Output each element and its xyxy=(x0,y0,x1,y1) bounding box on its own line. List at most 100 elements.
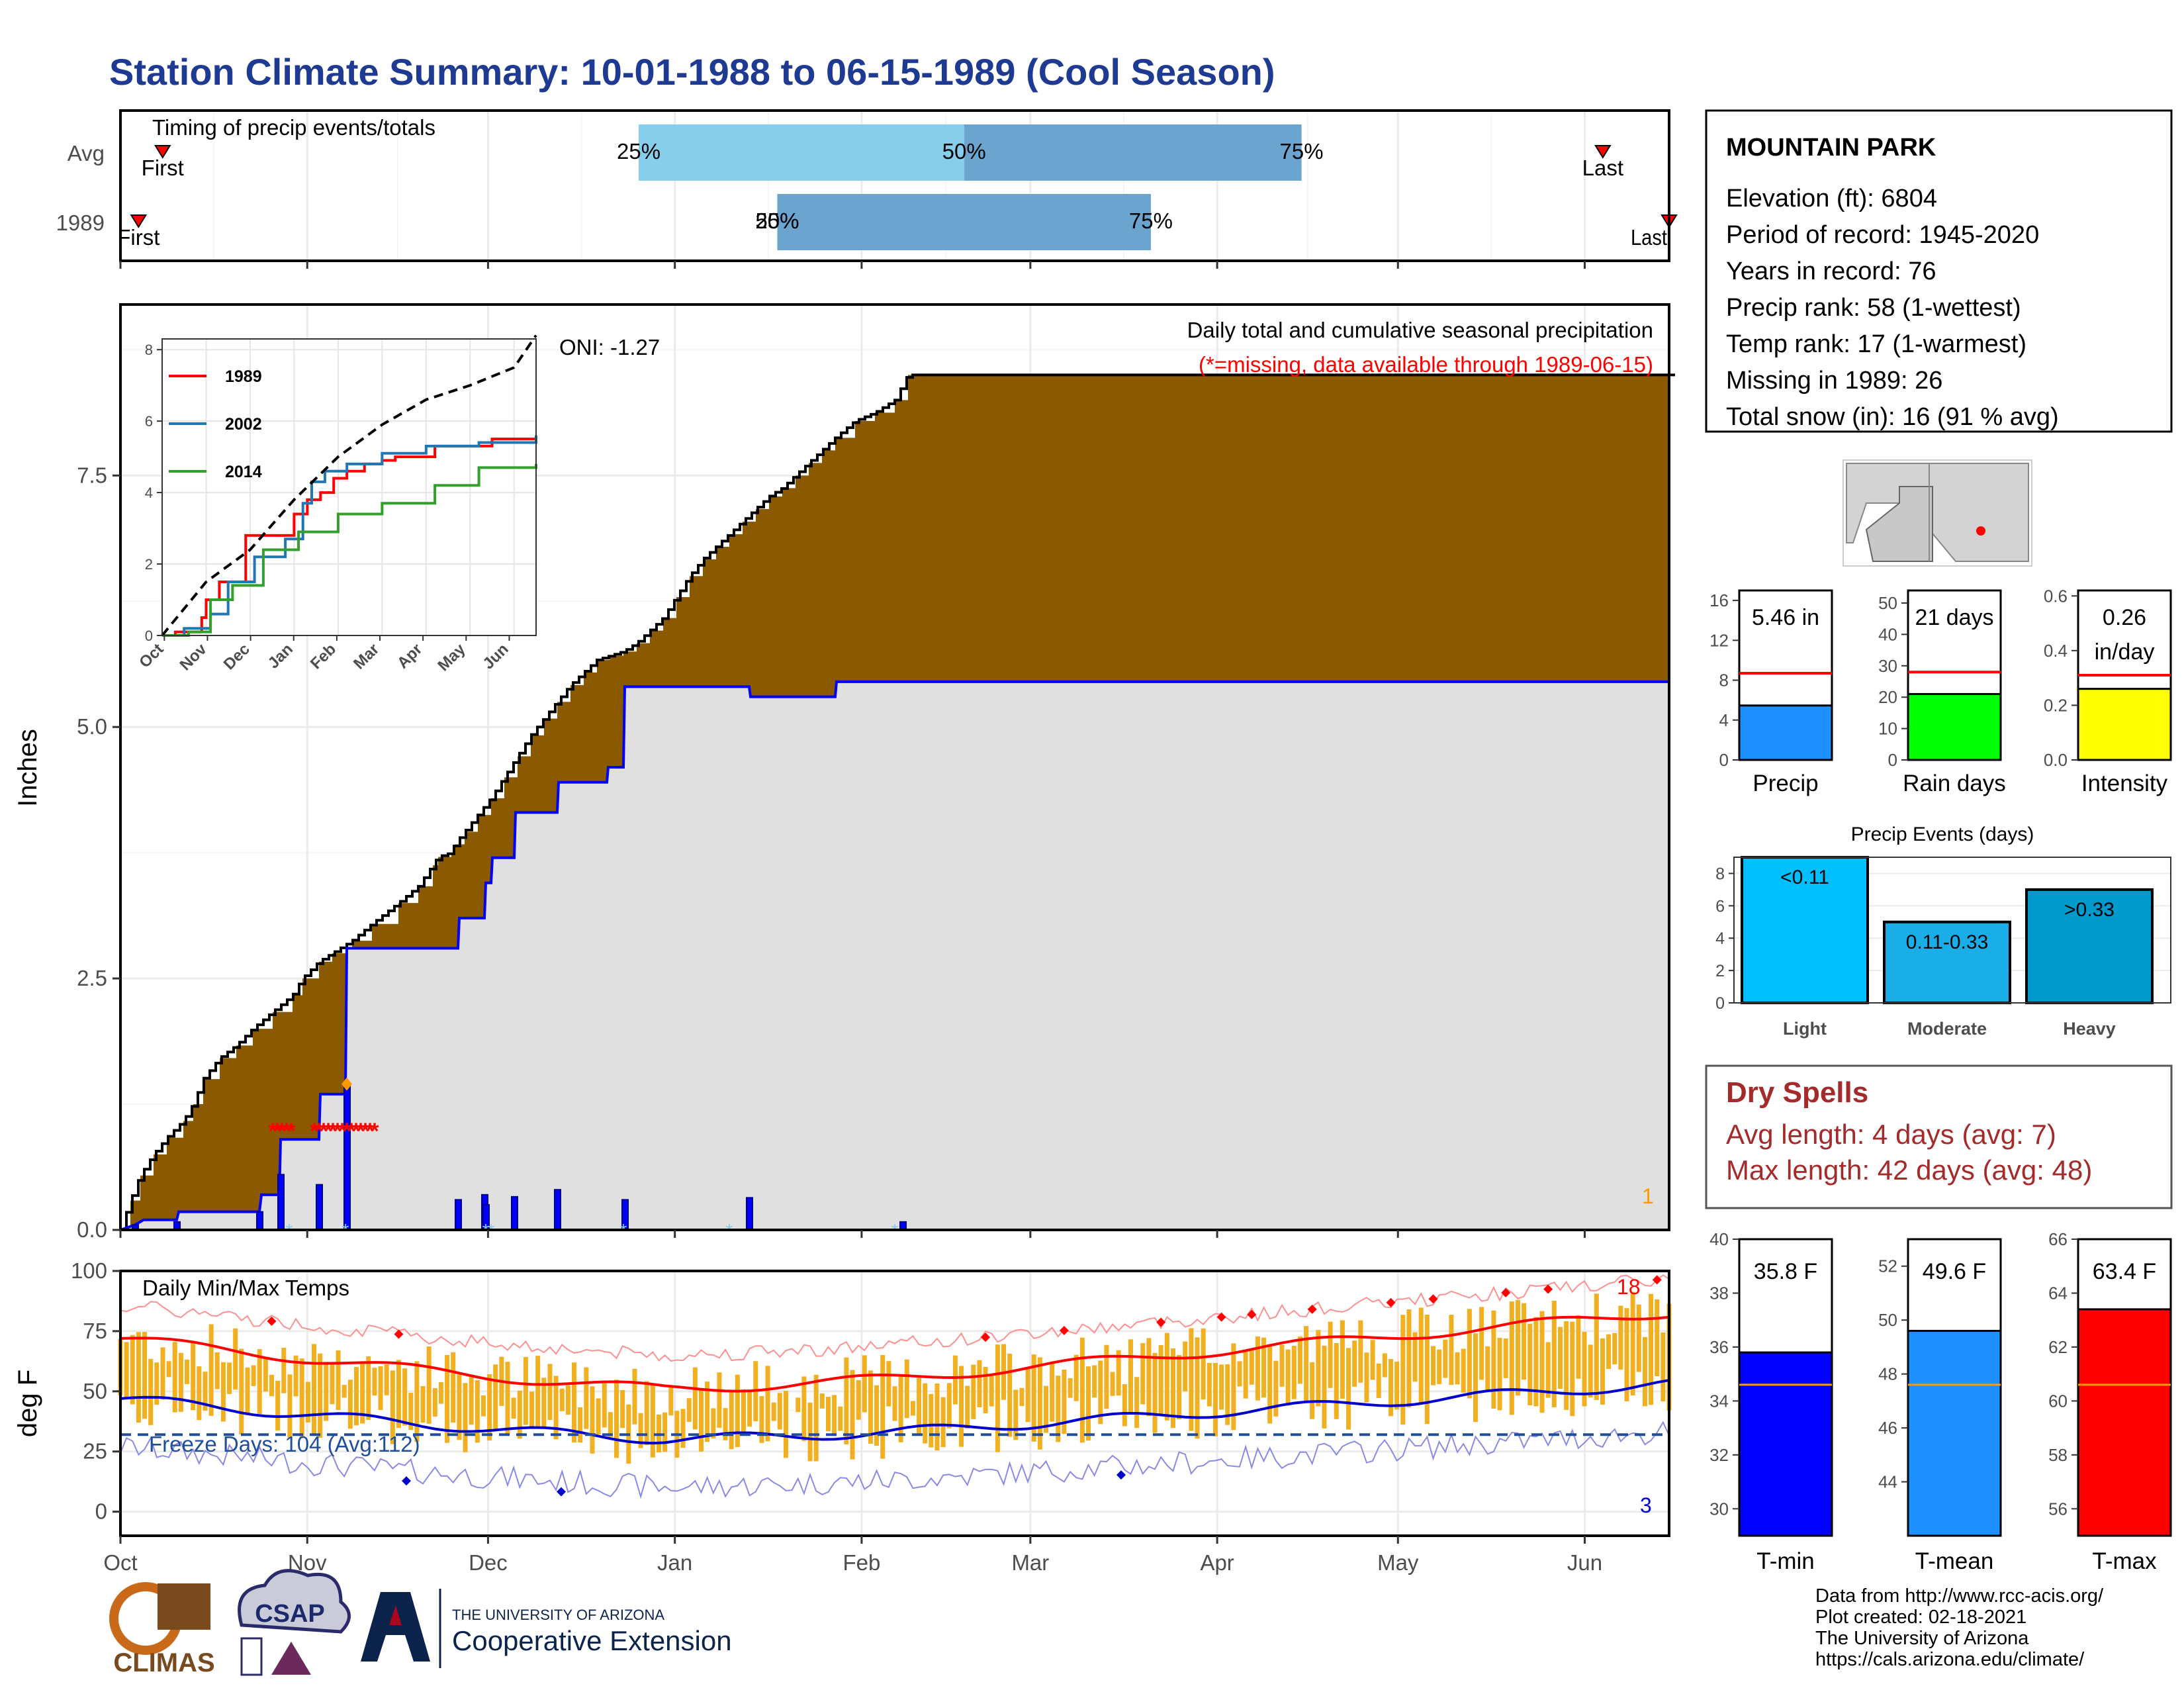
daily-temp-bar xyxy=(729,1392,734,1450)
summary-label: Precip xyxy=(1752,771,1818,796)
precip-y-tick-label: 7.5 xyxy=(77,463,107,487)
inset-background xyxy=(162,339,536,635)
daily-temp-bar xyxy=(1177,1354,1182,1420)
daily-temp-bar xyxy=(408,1393,414,1430)
daily-temp-bar xyxy=(1388,1358,1394,1417)
daily-temp-bar xyxy=(487,1374,492,1441)
daily-temp-bar xyxy=(1564,1321,1569,1410)
daily-temp-bar xyxy=(281,1347,287,1393)
daily-temp-bar xyxy=(1170,1348,1175,1429)
daily-temp-bar xyxy=(251,1365,256,1386)
inset-legend-label: 1989 xyxy=(225,367,262,386)
daily-temp-bar xyxy=(1600,1338,1605,1405)
missing-marker: * xyxy=(356,1119,365,1144)
temp-x-tick-label: May xyxy=(1377,1550,1419,1575)
inset-x-tick-label: Mar xyxy=(350,640,383,673)
station-name: MOUNTAIN PARK xyxy=(1726,134,1936,162)
daily-temp-bar xyxy=(420,1385,426,1423)
inset-lines xyxy=(161,334,537,637)
inset-legend-label: 2002 xyxy=(225,415,262,434)
daily-temp-bar xyxy=(426,1346,432,1424)
station-period: Period of record: 1945-2020 xyxy=(1726,221,2039,249)
ua-small-text: THE UNIVERSITY OF ARIZONA xyxy=(452,1607,664,1623)
daily-temp-bar xyxy=(940,1397,946,1448)
daily-temp-bar xyxy=(1545,1342,1551,1398)
summary-value: 21 days xyxy=(1915,605,1993,630)
events-bar xyxy=(1883,920,2011,1005)
daily-temp-bar xyxy=(185,1359,190,1384)
temp-y-ticks: 0 25 50 75 100 xyxy=(71,1258,120,1524)
summary-label: Intensity xyxy=(2081,771,2168,796)
daily-temp-bar xyxy=(1515,1299,1520,1396)
timing-bar-q3 xyxy=(777,194,1151,250)
daily-temp-bar xyxy=(825,1397,831,1432)
daily-temp-bar xyxy=(783,1391,788,1458)
daily-temp-bar xyxy=(590,1386,595,1454)
missing-marker: * xyxy=(268,1119,277,1144)
precip-annotation-title: Daily total and cumulative seasonal prec… xyxy=(1187,318,1653,342)
precip-events-title: Precip Events (days) xyxy=(1851,823,2034,845)
ua-big-text: Cooperative Extension xyxy=(452,1625,732,1656)
daily-temp-bar xyxy=(813,1374,819,1462)
missing-marker: * xyxy=(273,1119,282,1144)
daily-temp-bar xyxy=(178,1352,183,1412)
summary-bar xyxy=(2077,688,2172,761)
daily-temp-bar xyxy=(1116,1350,1121,1396)
daily-temp-bar xyxy=(1152,1352,1158,1433)
daily-temp-bar xyxy=(239,1348,244,1434)
daily-temp-bar xyxy=(1044,1385,1049,1433)
oni-label: ONI: -1.27 xyxy=(559,335,660,359)
inset-series-average xyxy=(161,334,537,637)
daily-temp-bar xyxy=(765,1366,770,1442)
daily-temp-bar xyxy=(668,1387,674,1416)
temp-y-tick-label: 25 xyxy=(83,1439,107,1464)
record-high-marker xyxy=(1059,1325,1069,1335)
daily-temp-bar xyxy=(336,1350,341,1411)
record-high-marker xyxy=(1247,1309,1257,1319)
daily-temp-bar xyxy=(680,1409,686,1448)
daily-temp-bar xyxy=(614,1380,619,1458)
timing-pct-25: 25% xyxy=(617,139,660,164)
daily-temp-bar xyxy=(1255,1336,1260,1401)
daily-temp-bar xyxy=(796,1397,801,1413)
daily-temp-bar xyxy=(257,1349,262,1414)
events-y-tick-label: 6 xyxy=(1715,897,1725,915)
inset-x-tick-label: Feb xyxy=(307,640,340,673)
precip-annotation-missing: (*=missing, data available through 1989-… xyxy=(1199,352,1653,377)
hot-days-count: 18 xyxy=(1617,1275,1641,1299)
daily-temp-bar xyxy=(1279,1344,1285,1387)
daily-temp-bar xyxy=(910,1401,915,1416)
daily-temp-bar xyxy=(1128,1339,1133,1414)
summary-y-tick-label: 30 xyxy=(1878,656,1897,676)
daily-temp-bar xyxy=(154,1362,159,1405)
timing-bar-q3 xyxy=(964,124,1302,181)
daily-temp-bar xyxy=(1661,1332,1666,1402)
daily-temp-bar xyxy=(1394,1361,1400,1410)
daily-temp-bar xyxy=(1424,1315,1430,1425)
timing-last-label: Last xyxy=(1631,225,1667,250)
timing-first-marker xyxy=(130,214,148,228)
daily-temp-bar xyxy=(1570,1321,1575,1417)
inset-x-tick-label: Jan xyxy=(265,640,296,672)
daily-temp-bar xyxy=(1285,1349,1291,1406)
precip-events-plot: <0.11 Light 0.11-0.33 Moderate >0.33 Heavy 0 2 4… xyxy=(1715,856,2171,1039)
events-y-tick-label: 2 xyxy=(1715,962,1725,980)
daily-temp-bar xyxy=(1334,1342,1339,1419)
daily-temp-bar xyxy=(517,1390,522,1439)
daily-temp-bar xyxy=(741,1389,746,1435)
daily-temp-bar xyxy=(1073,1354,1079,1401)
daily-temp-bar xyxy=(1406,1309,1412,1407)
summary-y-tick-label: 44 xyxy=(1878,1472,1897,1492)
csap-rain-icon xyxy=(240,1637,263,1676)
precip-frame xyxy=(119,303,1670,1231)
csap-logo-text: CSAP xyxy=(255,1600,325,1628)
daily-temp-bar xyxy=(959,1366,964,1447)
inset-y-tick-label: 0 xyxy=(145,628,153,644)
csap-cloud-icon xyxy=(238,1569,351,1634)
summary-y-tick-label: 30 xyxy=(1709,1499,1729,1519)
summary-y-tick-label: 52 xyxy=(1878,1256,1897,1276)
missing-marker: * xyxy=(314,1119,324,1144)
temp-x-tick-label: Jan xyxy=(657,1550,692,1575)
summary-y-tick-label: 0 xyxy=(1719,750,1729,770)
